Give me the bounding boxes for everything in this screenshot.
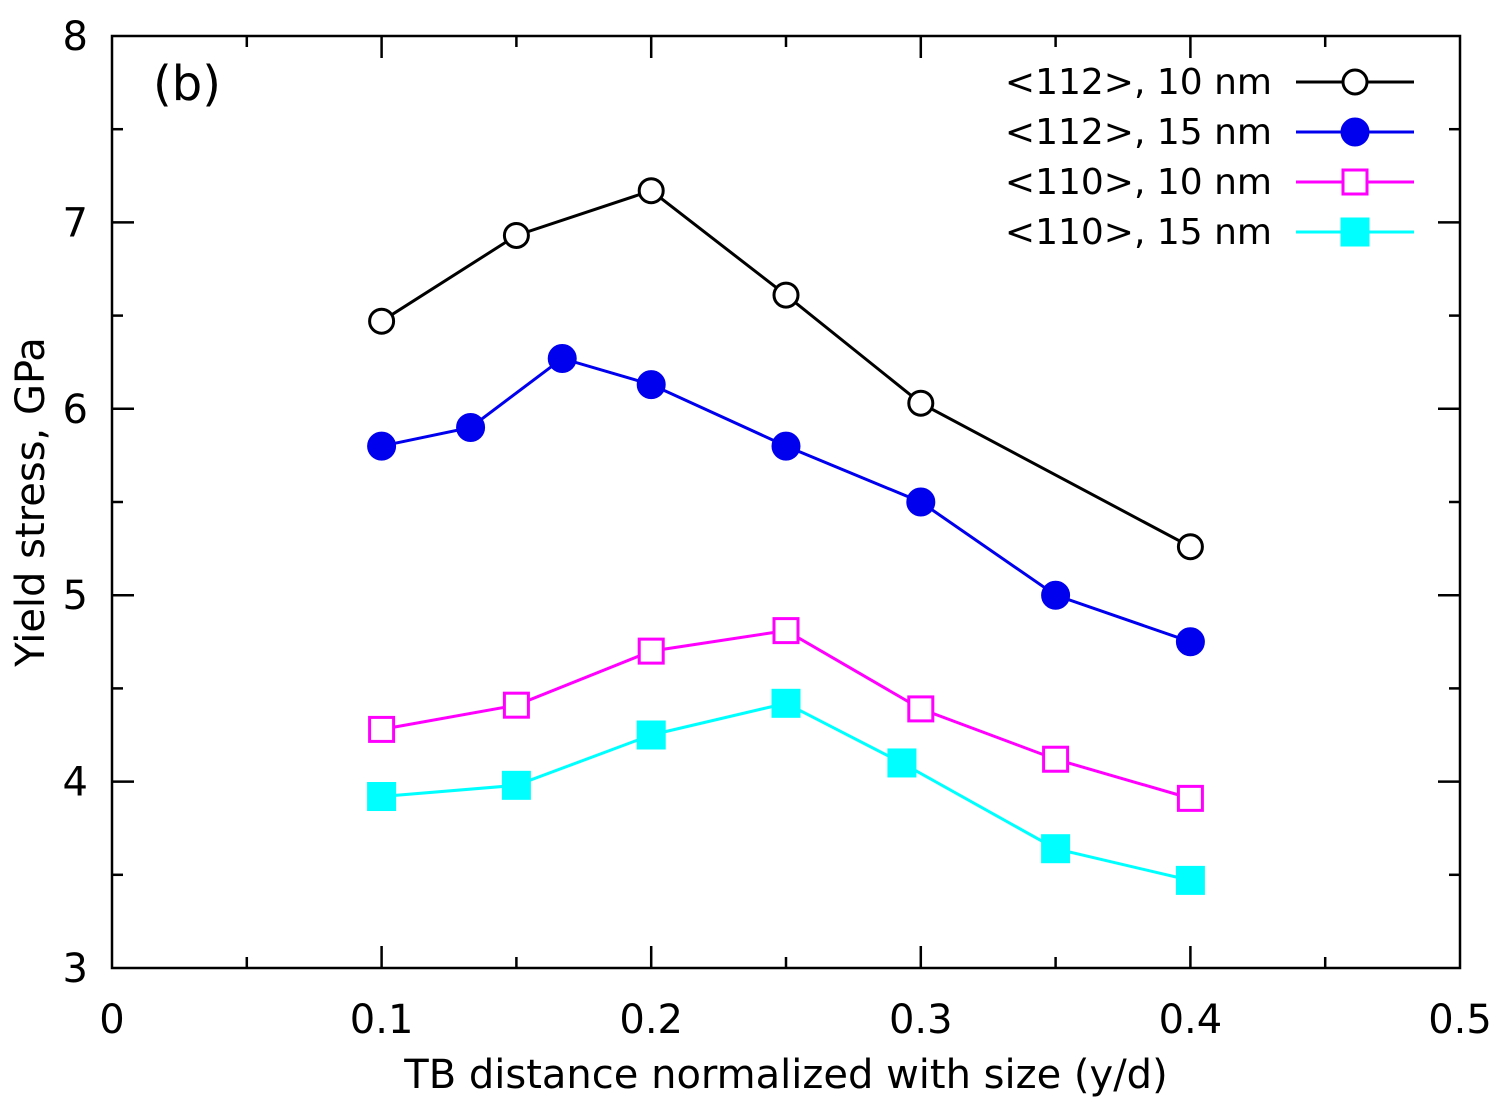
axis-ticks: [112, 36, 1460, 968]
x-tick-label: 0.2: [619, 997, 683, 1043]
data-point-series-2: [637, 637, 665, 665]
data-point-series-1: [547, 343, 577, 373]
data-point-series-3: [887, 748, 917, 778]
data-point-series-0: [502, 221, 530, 249]
data-point-series-3: [1175, 865, 1205, 895]
tick-labels: 0 0.1 0.2 0.3 0.4 0.5 3 4 5 6 7 8: [63, 14, 1492, 1043]
data-point-series-1: [456, 412, 486, 442]
x-tick-label: 0.4: [1159, 997, 1223, 1043]
legend-marker: [1341, 168, 1369, 196]
x-tick-label: 0.3: [889, 997, 953, 1043]
y-tick-label: 3: [63, 946, 88, 992]
legend-label: <110>, 10 nm: [1005, 162, 1272, 203]
data-point-series-3: [636, 720, 666, 750]
x-axis-title: TB distance normalized with size (y/d): [403, 1052, 1167, 1098]
data-point-series-1: [771, 431, 801, 461]
data-point-series-2: [502, 691, 530, 719]
legend-marker: [1341, 68, 1369, 96]
y-tick-label: 6: [63, 387, 88, 433]
data-point-series-2: [772, 617, 800, 645]
x-tick-label: 0.1: [350, 997, 414, 1043]
data-point-series-0: [772, 281, 800, 309]
y-tick-label: 5: [63, 573, 88, 619]
data-point-series-0: [368, 307, 396, 335]
data-point-series-1: [906, 487, 936, 517]
series-markers: [367, 177, 1205, 895]
data-point-series-3: [1041, 834, 1071, 864]
y-tick-label: 7: [63, 200, 88, 246]
data-point-series-1: [1175, 627, 1205, 657]
series-line-0: [380, 189, 1192, 549]
legend-label: <112>, 10 nm: [1005, 62, 1272, 103]
data-point-series-3: [367, 782, 397, 812]
legend-marker: [1340, 117, 1370, 147]
data-point-series-2: [1042, 745, 1070, 773]
legend-label: <112>, 15 nm: [1005, 112, 1272, 153]
legend: <112>, 10 nm <112>, 15 nm <110>, 10 nm <110…: [1005, 62, 1414, 253]
y-axis-title: Yield stress, GPa: [8, 337, 54, 668]
data-point-series-3: [771, 688, 801, 718]
data-point-series-1: [636, 370, 666, 400]
data-point-series-2: [1176, 784, 1204, 812]
data-point-series-0: [637, 177, 665, 205]
y-tick-label: 4: [63, 760, 88, 806]
series-line-1: [381, 356, 1191, 644]
data-point-series-2: [368, 715, 396, 743]
y-tick-label: 8: [63, 14, 88, 60]
data-point-series-0: [1176, 533, 1204, 561]
data-point-series-3: [501, 770, 531, 800]
data-point-series-1: [1041, 580, 1071, 610]
panel-label: (b): [153, 56, 221, 112]
legend-label: <110>, 15 nm: [1005, 212, 1272, 253]
data-point-series-1: [367, 431, 397, 461]
data-point-series-0: [907, 389, 935, 417]
data-point-series-2: [907, 695, 935, 723]
legend-marker: [1340, 217, 1370, 247]
x-tick-label: 0.5: [1428, 997, 1492, 1043]
x-tick-label: 0: [99, 997, 124, 1043]
